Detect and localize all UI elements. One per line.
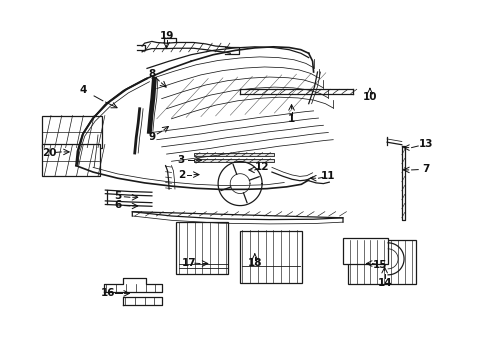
Text: 9: 9 — [148, 132, 155, 142]
Bar — [42, 144, 99, 176]
Text: 13: 13 — [419, 139, 434, 149]
Bar — [194, 159, 273, 162]
Text: 8: 8 — [148, 69, 155, 79]
Text: 17: 17 — [181, 258, 196, 268]
Text: 11: 11 — [321, 171, 336, 181]
Bar — [343, 238, 388, 264]
Text: 16: 16 — [100, 288, 115, 298]
Text: 12: 12 — [255, 162, 270, 172]
Text: 14: 14 — [377, 278, 392, 288]
Bar — [42, 116, 101, 148]
Text: 10: 10 — [363, 92, 377, 102]
Bar — [240, 231, 302, 283]
Text: 2: 2 — [178, 170, 185, 180]
Bar — [176, 222, 228, 274]
Text: 4: 4 — [79, 85, 87, 95]
Text: 5: 5 — [114, 191, 121, 201]
Bar — [348, 240, 416, 284]
Text: 7: 7 — [422, 164, 430, 174]
Text: 18: 18 — [247, 258, 262, 268]
Text: 3: 3 — [178, 155, 185, 165]
Text: 19: 19 — [159, 31, 174, 41]
Text: 20: 20 — [42, 148, 56, 158]
Text: 15: 15 — [372, 260, 387, 270]
Text: 6: 6 — [114, 200, 121, 210]
Text: 1: 1 — [288, 114, 295, 124]
Bar — [194, 153, 273, 156]
